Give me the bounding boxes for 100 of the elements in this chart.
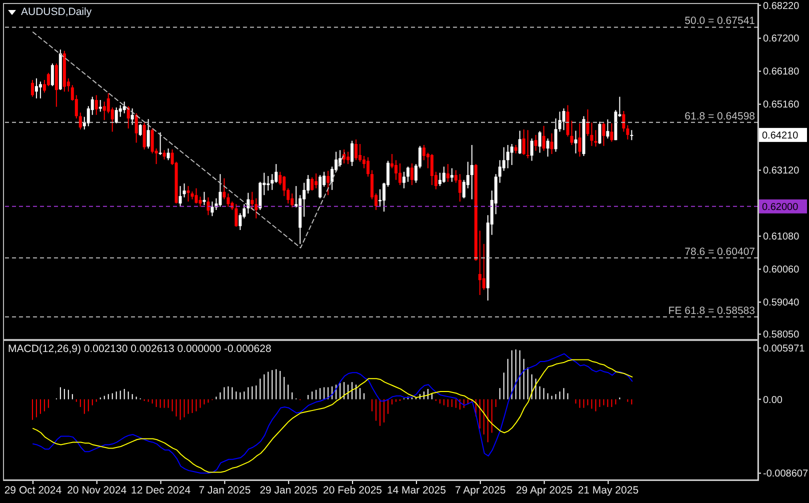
candlestick xyxy=(226,192,230,208)
candlestick xyxy=(542,125,546,152)
candlestick xyxy=(282,176,286,197)
candlestick xyxy=(478,230,482,296)
candlestick xyxy=(606,118,610,139)
candlestick xyxy=(622,110,626,132)
candlestick xyxy=(506,144,510,169)
ref-line-label: FE 61.8 = 0.58583 xyxy=(668,304,756,317)
y-tick-label: 0.00 xyxy=(763,394,783,406)
x-tick-label: 29 Apr 2025 xyxy=(516,484,573,496)
candlestick xyxy=(586,108,590,136)
candlestick xyxy=(130,108,134,126)
candlestick xyxy=(178,186,182,208)
candlestick xyxy=(186,186,190,202)
y-tick-label: 0.63120 xyxy=(763,166,800,177)
candlestick xyxy=(138,123,142,136)
x-tick-label: 20 Feb 2025 xyxy=(323,484,382,496)
y-tick-label: 0.67200 xyxy=(763,34,800,45)
candlestick xyxy=(142,122,146,150)
candlestick xyxy=(346,151,350,165)
candlestick xyxy=(78,112,82,130)
candlestick xyxy=(406,166,410,182)
candlestick xyxy=(250,191,254,210)
candlestick xyxy=(394,160,398,180)
y-tick-label: 0.58050 xyxy=(763,330,800,341)
candlestick xyxy=(162,150,166,160)
candlestick xyxy=(358,143,362,162)
candlestick xyxy=(438,172,442,187)
candlestick xyxy=(574,130,578,154)
candlestick xyxy=(526,130,530,159)
candlestick xyxy=(102,101,106,121)
candlestick xyxy=(150,128,154,154)
candlestick xyxy=(410,162,414,186)
chart-title: MACD(12,26,9) 0.002130 0.002613 0.000000 -0.000628 xyxy=(8,343,272,356)
candlestick xyxy=(50,62,54,87)
candlestick xyxy=(446,164,450,182)
candlestick xyxy=(594,130,598,148)
candlestick xyxy=(610,122,614,142)
candlestick xyxy=(554,118,558,152)
x-tick-label: 7 Apr 2025 xyxy=(454,484,506,496)
candlestick xyxy=(522,128,526,156)
candlestick xyxy=(550,132,554,155)
x-tick-label: 12 Dec 2024 xyxy=(131,484,191,496)
candlestick xyxy=(482,243,486,290)
candlestick xyxy=(210,201,214,217)
candlestick xyxy=(350,140,354,166)
candlestick xyxy=(146,118,150,150)
candlestick xyxy=(626,124,630,140)
candlestick xyxy=(598,121,602,144)
candlestick xyxy=(546,138,550,158)
ref-line-label: 78.6 = 0.60407 xyxy=(684,246,756,258)
candlestick xyxy=(498,160,502,184)
candlestick xyxy=(222,178,226,200)
candlestick xyxy=(326,170,330,196)
candlestick xyxy=(534,134,538,152)
candlestick xyxy=(134,112,138,144)
candlestick xyxy=(602,122,606,146)
candlestick xyxy=(530,138,534,162)
candlestick xyxy=(46,72,50,87)
candlestick xyxy=(442,166,446,184)
y-tick-label: -0.008607 xyxy=(763,468,808,480)
candlestick xyxy=(234,204,238,228)
candlestick xyxy=(402,171,406,189)
candlestick xyxy=(354,138,358,161)
candlestick xyxy=(310,176,314,192)
candlestick xyxy=(450,168,454,182)
y-tick-label: 0.59040 xyxy=(763,298,800,309)
candlestick xyxy=(194,188,198,204)
candlestick xyxy=(422,144,426,161)
x-tick-label: 7 Jan 2025 xyxy=(198,484,251,496)
candlestick xyxy=(34,78,38,99)
x-tick-label: 14 Mar 2025 xyxy=(386,484,446,496)
candlestick xyxy=(470,144,474,200)
candlestick xyxy=(458,174,462,202)
y-tick-label: 0.68220 xyxy=(763,0,800,12)
candlestick xyxy=(274,164,278,184)
candlestick xyxy=(126,106,130,129)
y-tick-label: 0.65160 xyxy=(763,100,800,111)
y-tick-label: 0.005971 xyxy=(763,343,806,354)
ref-line-label: 61.8 = 0.64598 xyxy=(684,110,756,122)
candlestick xyxy=(182,182,186,198)
y-tick-label: 0.66180 xyxy=(763,66,800,78)
candlestick xyxy=(94,94,98,116)
ref-line-label: 50.0 = 0.67541 xyxy=(684,15,756,28)
x-tick-label: 29 Jan 2025 xyxy=(260,484,318,496)
candlestick xyxy=(158,132,162,156)
candlestick xyxy=(590,122,594,146)
candlestick xyxy=(314,172,318,189)
ref-line-label: 0.62000 xyxy=(762,202,799,213)
candlestick xyxy=(202,191,206,206)
candlestick xyxy=(30,79,34,98)
candlestick xyxy=(462,179,466,199)
candlestick xyxy=(270,174,274,190)
candlestick xyxy=(630,130,634,141)
candlestick xyxy=(578,122,582,158)
candlestick xyxy=(166,148,170,161)
candlestick xyxy=(254,198,258,219)
x-tick-label: 29 Oct 2024 xyxy=(4,484,62,496)
candlestick xyxy=(518,130,522,155)
y-tick-label: 0.60060 xyxy=(763,264,800,276)
